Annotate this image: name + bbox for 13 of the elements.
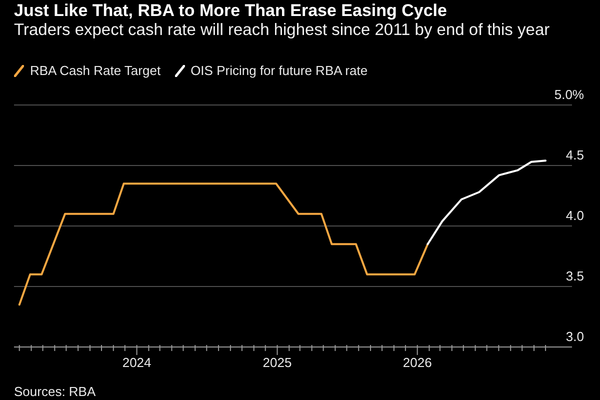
x-tick-label: 2024: [122, 355, 152, 370]
x-tick-label: 2026: [402, 355, 432, 370]
y-tick-label: 3.5: [566, 268, 584, 284]
y-tick-label: 4.0: [566, 208, 584, 223]
legend-label: RBA Cash Rate Target: [30, 63, 161, 78]
y-tick-label: 3.0: [566, 329, 584, 344]
chart-subtitle: Traders expect cash rate will reach highest since 2011 by end of this year: [14, 21, 551, 40]
y-tick-label: 5.0%: [554, 87, 584, 102]
source-note: Sources: RBA: [14, 384, 96, 399]
y-tick-label: 4.5: [566, 148, 584, 162]
x-tick-label: 2025: [262, 355, 292, 370]
chart-title: Just Like That, RBA to More Than Erase Easing Cycle: [14, 1, 447, 21]
legend-label: OIS Pricing for future RBA rate: [190, 63, 368, 78]
